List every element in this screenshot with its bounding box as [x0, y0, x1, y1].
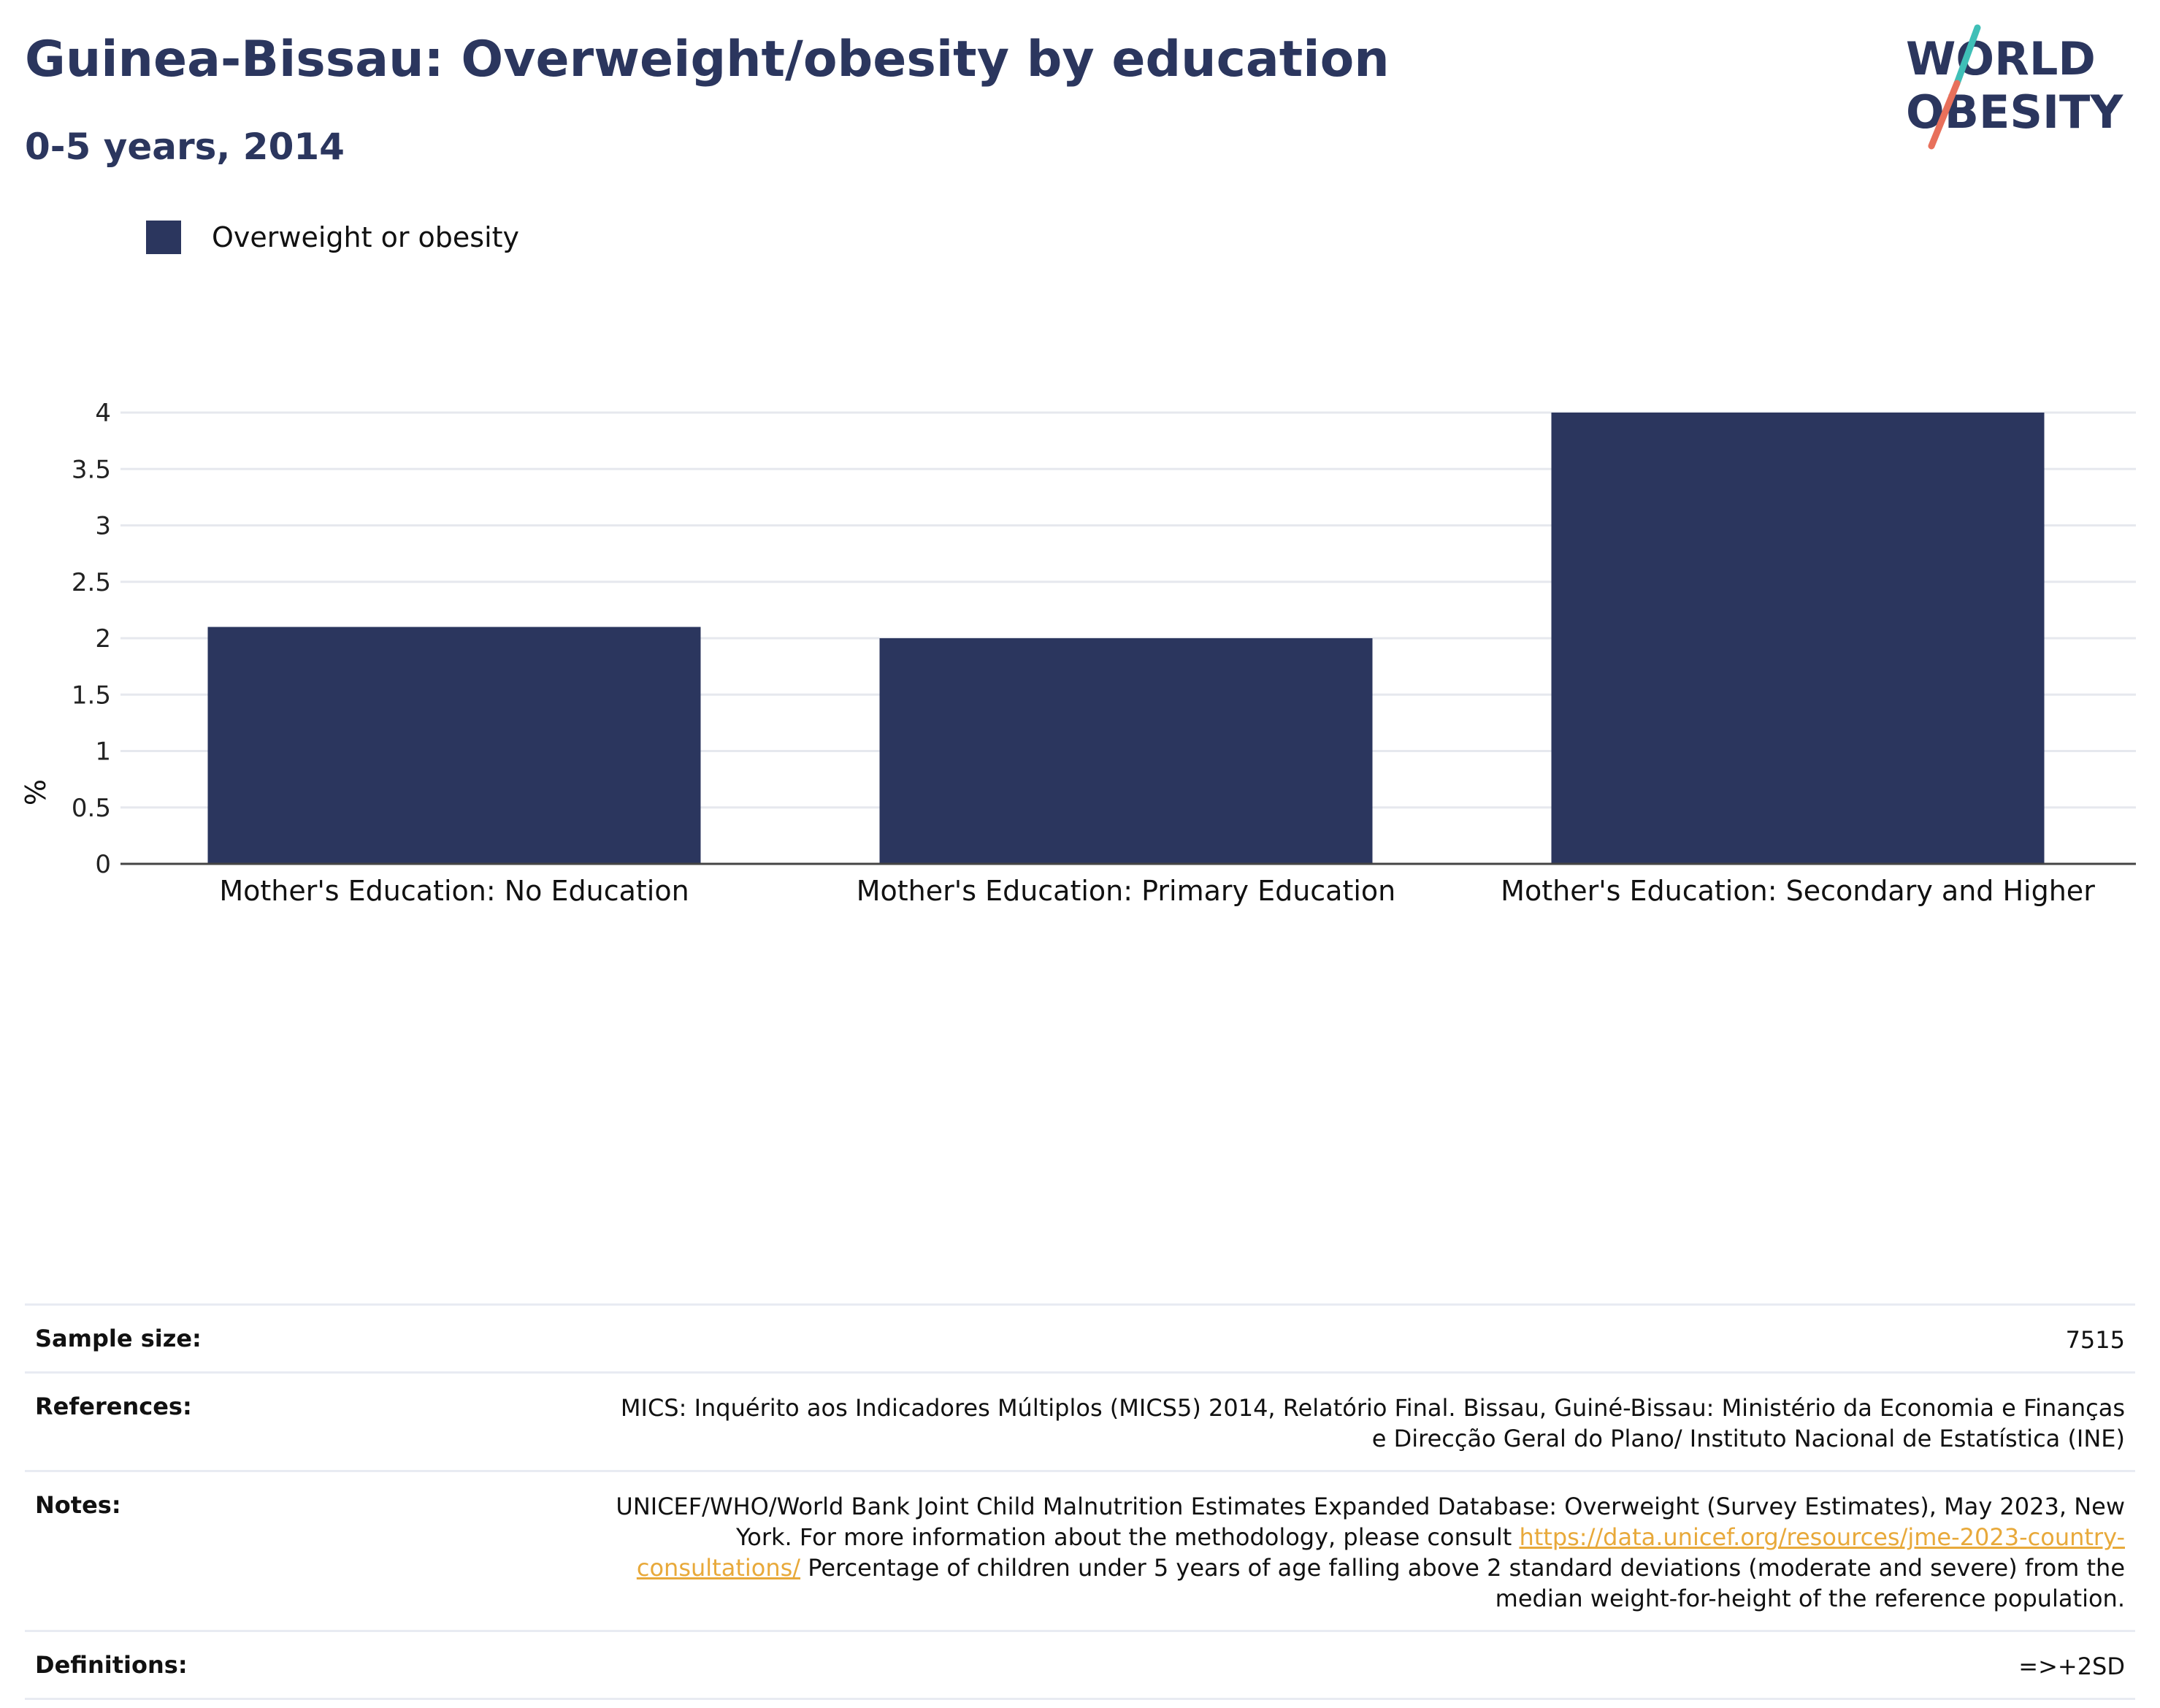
- y-tick-label: 0: [95, 850, 111, 879]
- info-row-definitions: Definitions: =>+2SD: [25, 1630, 2135, 1700]
- x-tick-label: Mother's Education: No Education: [219, 875, 689, 907]
- logo-slash-top: [1953, 24, 1981, 87]
- y-tick-label: 2.5: [72, 568, 111, 597]
- definitions-label: Definitions:: [35, 1651, 188, 1679]
- bar: [207, 627, 701, 864]
- notes-label: Notes:: [35, 1491, 121, 1519]
- y-tick-label: 2: [95, 624, 111, 654]
- y-tick-label: 1: [95, 738, 111, 767]
- notes-text-1: UNICEF/WHO/World Bank Joint Child Malnut…: [616, 1493, 2125, 1551]
- chart-title: Guinea-Bissau: Overweight/obesity by edu…: [25, 31, 1390, 88]
- bar: [879, 638, 1373, 864]
- notes-text-2: Percentage of children under 5 years of …: [800, 1554, 2125, 1612]
- legend-label: Overweight or obesity: [212, 221, 520, 253]
- references-label: References:: [35, 1393, 192, 1420]
- x-tick-label: Mother's Education: Primary Education: [857, 875, 1396, 907]
- y-tick-label: 1.5: [72, 681, 111, 710]
- sample-size-label: Sample size:: [35, 1325, 202, 1352]
- x-tick-label: Mother's Education: Secondary and Higher: [1501, 875, 2095, 907]
- sample-size-value: 7515: [2065, 1326, 2125, 1354]
- definitions-value: =>+2SD: [2018, 1653, 2125, 1680]
- chart-subtitle: 0-5 years, 2014: [25, 126, 345, 168]
- legend-swatch: [146, 221, 181, 254]
- notes-link[interactable]: https://data.unicef.org/resources/jme-20…: [636, 1523, 2125, 1582]
- world-obesity-logo: WORLD OBESITY: [1906, 24, 2123, 150]
- references-value: MICS: Inquérito aos Indicadores Múltiplo…: [620, 1394, 2125, 1452]
- y-tick-label: 0.5: [72, 794, 111, 823]
- y-tick-label: 3: [95, 512, 111, 541]
- info-row-sample-size: Sample size: 7515: [25, 1303, 2135, 1371]
- notes-value: UNICEF/WHO/World Bank Joint Child Malnut…: [606, 1491, 2125, 1614]
- x-tick-labels: Mother's Education: No Education Mother's…: [219, 875, 2095, 907]
- legend: Overweight or obesity: [146, 218, 519, 257]
- y-axis-label: %: [20, 779, 52, 805]
- logo-text-world: WORLD: [1906, 32, 2096, 85]
- y-tick-label: 4: [95, 399, 111, 428]
- y-tick-label: 3.5: [72, 455, 111, 484]
- y-tick-labels: 0 0.5 1 1.5 2 2.5 3 3.5 4: [72, 399, 111, 879]
- logo-slash-bottom: [1928, 80, 1961, 150]
- info-row-references: References: MICS: Inquérito aos Indicado…: [25, 1371, 2135, 1470]
- bars: [207, 413, 2045, 864]
- info-table: Sample size: 7515 References: MICS: Inqu…: [25, 1303, 2135, 1700]
- info-row-notes: Notes: UNICEF/WHO/World Bank Joint Child…: [25, 1470, 2135, 1630]
- bar-chart: 0 0.5 1 1.5 2 2.5 3 3.5 4 Mother's Education: No…: [20, 399, 2136, 907]
- bar: [1551, 413, 2045, 864]
